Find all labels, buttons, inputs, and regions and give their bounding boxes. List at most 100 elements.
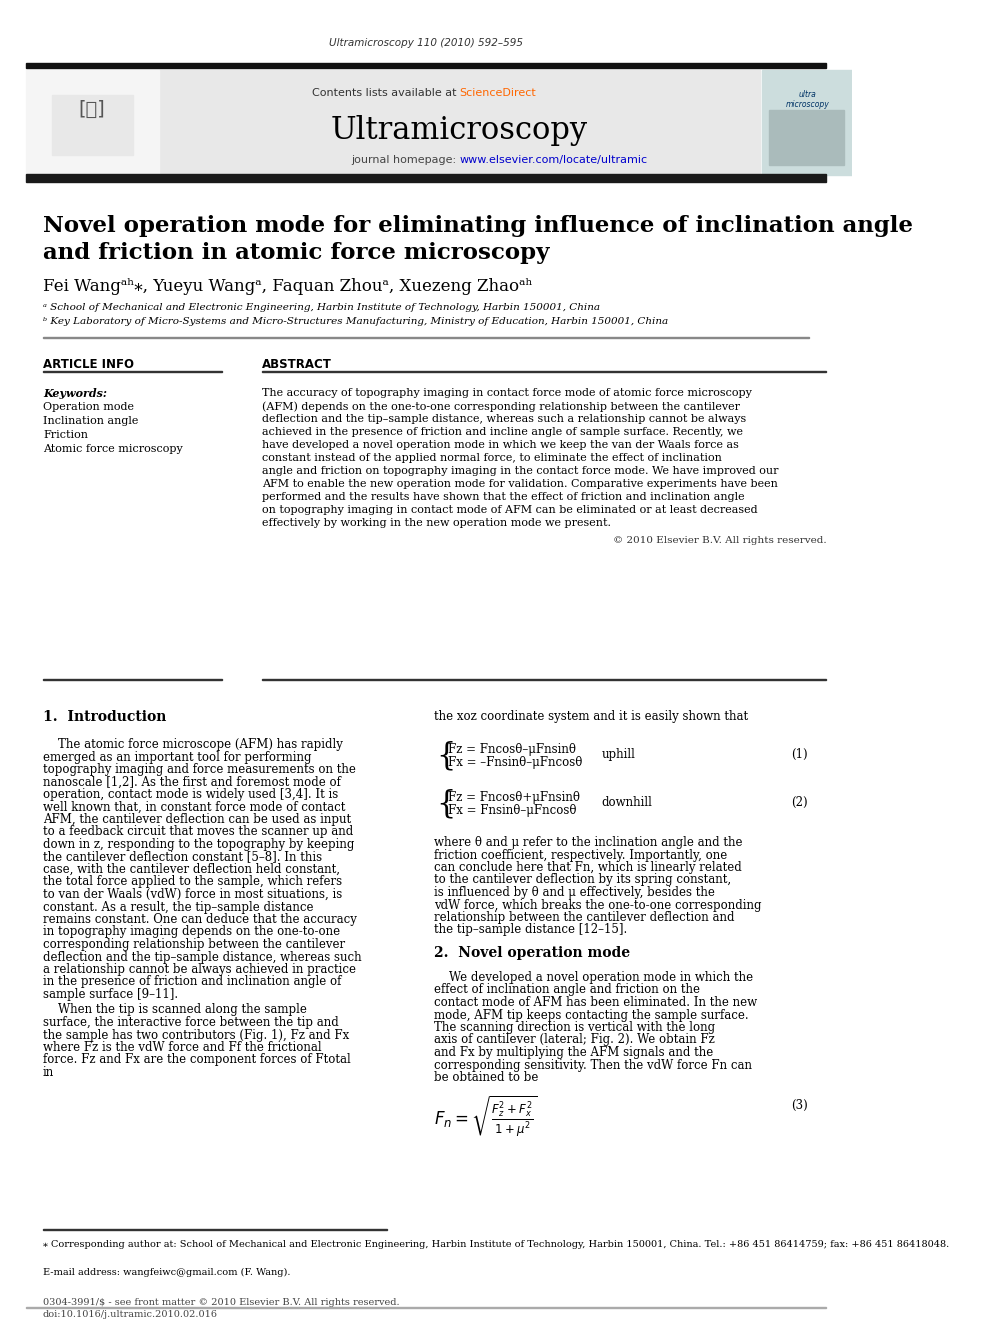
Text: the xoz coordinate system and it is easily shown that: the xoz coordinate system and it is easi… xyxy=(434,710,748,722)
Text: ultra
microscopy: ultra microscopy xyxy=(786,90,829,110)
Text: emerged as an important tool for performing: emerged as an important tool for perform… xyxy=(43,750,311,763)
Text: constant instead of the applied normal force, to eliminate the effect of inclina: constant instead of the applied normal f… xyxy=(262,452,722,463)
Text: vdW force, which breaks the one-to-one corresponding: vdW force, which breaks the one-to-one c… xyxy=(434,898,761,912)
Text: effectively by working in the new operation mode we present.: effectively by working in the new operat… xyxy=(262,519,611,528)
Text: Fx = Fnsinθ–μFncosθ: Fx = Fnsinθ–μFncosθ xyxy=(448,804,577,818)
Text: Fx = –Fnsinθ–μFncosθ: Fx = –Fnsinθ–μFncosθ xyxy=(448,755,582,769)
Text: 2.  Novel operation mode: 2. Novel operation mode xyxy=(434,946,630,960)
Text: topography imaging and force measurements on the: topography imaging and force measurement… xyxy=(43,763,356,777)
Text: ᵇ Key Laboratory of Micro-Systems and Micro-Structures Manufacturing, Ministry o: ᵇ Key Laboratory of Micro-Systems and Mi… xyxy=(43,318,668,325)
Text: www.elsevier.com/locate/ultramic: www.elsevier.com/locate/ultramic xyxy=(459,155,648,165)
Text: (3): (3) xyxy=(791,1098,807,1111)
Text: Contents lists available at: Contents lists available at xyxy=(311,89,459,98)
Text: AFM, the cantilever deflection can be used as input: AFM, the cantilever deflection can be us… xyxy=(43,814,351,826)
Text: constant. As a result, the tip–sample distance: constant. As a result, the tip–sample di… xyxy=(43,901,313,913)
Text: a relationship cannot be always achieved in practice: a relationship cannot be always achieved… xyxy=(43,963,356,976)
Text: be obtained to be: be obtained to be xyxy=(434,1072,538,1084)
Text: in: in xyxy=(43,1066,55,1080)
Text: (AFM) depends on the one-to-one corresponding relationship between the cantileve: (AFM) depends on the one-to-one correspo… xyxy=(262,401,740,411)
Text: angle and friction on topography imaging in the contact force mode. We have impr: angle and friction on topography imaging… xyxy=(262,466,779,476)
Text: mode, AFM tip keeps contacting the sample surface.: mode, AFM tip keeps contacting the sampl… xyxy=(434,1008,748,1021)
Text: E-mail address: wangfeiwc@gmail.com (F. Wang).: E-mail address: wangfeiwc@gmail.com (F. … xyxy=(43,1267,291,1277)
Text: The atomic force microscope (AFM) has rapidly: The atomic force microscope (AFM) has ra… xyxy=(43,738,343,751)
Text: sample surface [9–11].: sample surface [9–11]. xyxy=(43,988,179,1002)
Text: the tip–sample distance [12–15].: the tip–sample distance [12–15]. xyxy=(434,923,627,937)
Text: the sample has two contributors (Fig. 1), Fz and Fx: the sample has two contributors (Fig. 1)… xyxy=(43,1028,349,1041)
Text: {: { xyxy=(436,740,455,771)
Text: 0304-3991/$ - see front matter © 2010 Elsevier B.V. All rights reserved.: 0304-3991/$ - see front matter © 2010 El… xyxy=(43,1298,400,1307)
Text: Atomic force microscopy: Atomic force microscopy xyxy=(43,445,183,454)
Text: The accuracy of topography imaging in contact force mode of atomic force microsc: The accuracy of topography imaging in co… xyxy=(262,388,752,398)
Text: corresponding relationship between the cantilever: corresponding relationship between the c… xyxy=(43,938,345,951)
Text: Friction: Friction xyxy=(43,430,88,441)
Text: in the presence of friction and inclination angle of: in the presence of friction and inclinat… xyxy=(43,975,341,988)
Text: Ultramicroscopy 110 (2010) 592–595: Ultramicroscopy 110 (2010) 592–595 xyxy=(329,38,523,48)
Bar xyxy=(26,64,826,67)
Text: remains constant. One can deduce that the accuracy: remains constant. One can deduce that th… xyxy=(43,913,357,926)
Text: © 2010 Elsevier B.V. All rights reserved.: © 2010 Elsevier B.V. All rights reserved… xyxy=(613,536,826,545)
Text: downhill: downhill xyxy=(601,796,652,808)
Text: can conclude here that Fn, which is linearly related: can conclude here that Fn, which is line… xyxy=(434,861,741,875)
Text: performed and the results have shown that the effect of friction and inclination: performed and the results have shown tha… xyxy=(262,492,745,501)
Text: case, with the cantilever deflection held constant,: case, with the cantilever deflection hel… xyxy=(43,863,340,876)
Text: have developed a novel operation mode in which we keep the van der Waals force a: have developed a novel operation mode in… xyxy=(262,441,739,450)
Text: Operation mode: Operation mode xyxy=(43,402,134,411)
Text: deflection and the tip–sample distance, whereas such: deflection and the tip–sample distance, … xyxy=(43,950,361,963)
Text: relationship between the cantilever deflection and: relationship between the cantilever defl… xyxy=(434,912,734,923)
Bar xyxy=(159,70,760,175)
Text: the total force applied to the sample, which refers: the total force applied to the sample, w… xyxy=(43,876,342,889)
Text: doi:10.1016/j.ultramic.2010.02.016: doi:10.1016/j.ultramic.2010.02.016 xyxy=(43,1310,218,1319)
Text: Ultramicroscopy: Ultramicroscopy xyxy=(331,115,588,146)
Text: Keywords:: Keywords: xyxy=(43,388,107,400)
Text: where Fz is the vdW force and Ff the frictional: where Fz is the vdW force and Ff the fri… xyxy=(43,1041,321,1054)
Text: uphill: uphill xyxy=(601,747,635,761)
Text: in topography imaging depends on the one-to-one: in topography imaging depends on the one… xyxy=(43,926,340,938)
Text: (1): (1) xyxy=(791,747,807,761)
Text: ⁎ Corresponding author at: School of Mechanical and Electronic Engineering, Harb: ⁎ Corresponding author at: School of Mec… xyxy=(43,1240,949,1249)
Bar xyxy=(769,110,844,165)
Text: We developed a novel operation mode in which the: We developed a novel operation mode in w… xyxy=(434,971,753,984)
Text: 1.  Introduction: 1. Introduction xyxy=(43,710,167,724)
Text: The scanning direction is vertical with the long: The scanning direction is vertical with … xyxy=(434,1021,715,1035)
Bar xyxy=(26,175,826,183)
Bar xyxy=(762,70,852,175)
Bar xyxy=(769,110,844,165)
Text: Inclination angle: Inclination angle xyxy=(43,415,138,426)
Text: corresponding sensitivity. Then the vdW force Fn can: corresponding sensitivity. Then the vdW … xyxy=(434,1058,752,1072)
Text: down in z, responding to the topography by keeping: down in z, responding to the topography … xyxy=(43,837,354,851)
Bar xyxy=(52,95,133,155)
Text: Fei Wangᵃʰ⁎, Yueyu Wangᵃ, Faquan Zhouᵃ, Xuezeng Zhaoᵃʰ: Fei Wangᵃʰ⁎, Yueyu Wangᵃ, Faquan Zhouᵃ, … xyxy=(43,278,533,295)
Text: well known that, in constant force mode of contact: well known that, in constant force mode … xyxy=(43,800,345,814)
Text: force. Fz and Fx are the component forces of Ftotal: force. Fz and Fx are the component force… xyxy=(43,1053,351,1066)
Text: operation, contact mode is widely used [3,4]. It is: operation, contact mode is widely used [… xyxy=(43,789,338,800)
Text: ARTICLE INFO: ARTICLE INFO xyxy=(43,359,134,370)
Text: (2): (2) xyxy=(791,796,807,808)
Text: Fz = Fncosθ+μFnsinθ: Fz = Fncosθ+μFnsinθ xyxy=(448,791,580,804)
Text: AFM to enable the new operation mode for validation. Comparative experiments hav: AFM to enable the new operation mode for… xyxy=(262,479,778,490)
Text: journal homepage:: journal homepage: xyxy=(351,155,459,165)
Text: ScienceDirect: ScienceDirect xyxy=(459,89,537,98)
Text: to a feedback circuit that moves the scanner up and: to a feedback circuit that moves the sca… xyxy=(43,826,353,839)
Text: ABSTRACT: ABSTRACT xyxy=(262,359,332,370)
Text: and Fx by multiplying the AFM signals and the: and Fx by multiplying the AFM signals an… xyxy=(434,1046,713,1058)
Text: ᵃ School of Mechanical and Electronic Engineering, Harbin Institute of Technolog: ᵃ School of Mechanical and Electronic En… xyxy=(43,303,600,312)
Text: the cantilever deflection constant [5–8]. In this: the cantilever deflection constant [5–8]… xyxy=(43,851,322,864)
Bar xyxy=(26,70,159,175)
Text: ELSEVIER: ELSEVIER xyxy=(62,120,121,130)
Text: to van der Waals (vdW) force in most situations, is: to van der Waals (vdW) force in most sit… xyxy=(43,888,342,901)
Text: axis of cantilever (lateral; Fig. 2). We obtain Fz: axis of cantilever (lateral; Fig. 2). We… xyxy=(434,1033,714,1046)
Text: on topography imaging in contact mode of AFM can be eliminated or at least decre: on topography imaging in contact mode of… xyxy=(262,505,758,515)
Text: achieved in the presence of friction and incline angle of sample surface. Recent: achieved in the presence of friction and… xyxy=(262,427,743,437)
Text: nanoscale [1,2]. As the first and foremost mode of: nanoscale [1,2]. As the first and foremo… xyxy=(43,775,341,789)
Text: is influenced by θ and μ effectively, besides the: is influenced by θ and μ effectively, be… xyxy=(434,886,714,900)
Text: friction coefficient, respectively. Importantly, one: friction coefficient, respectively. Impo… xyxy=(434,848,727,861)
Text: deflection and the tip–sample distance, whereas such a relationship cannot be al: deflection and the tip–sample distance, … xyxy=(262,414,746,423)
Text: When the tip is scanned along the sample: When the tip is scanned along the sample xyxy=(43,1004,307,1016)
Text: contact mode of AFM has been eliminated. In the new: contact mode of AFM has been eliminated.… xyxy=(434,996,757,1009)
Text: Fz = Fncosθ–μFnsinθ: Fz = Fncosθ–μFnsinθ xyxy=(448,744,576,755)
Text: to the cantilever deflection by its spring constant,: to the cantilever deflection by its spri… xyxy=(434,873,731,886)
Text: effect of inclination angle and friction on the: effect of inclination angle and friction… xyxy=(434,983,699,996)
Text: and friction in atomic force microscopy: and friction in atomic force microscopy xyxy=(43,242,550,265)
Text: where θ and μ refer to the inclination angle and the: where θ and μ refer to the inclination a… xyxy=(434,836,742,849)
Text: surface, the interactive force between the tip and: surface, the interactive force between t… xyxy=(43,1016,338,1029)
